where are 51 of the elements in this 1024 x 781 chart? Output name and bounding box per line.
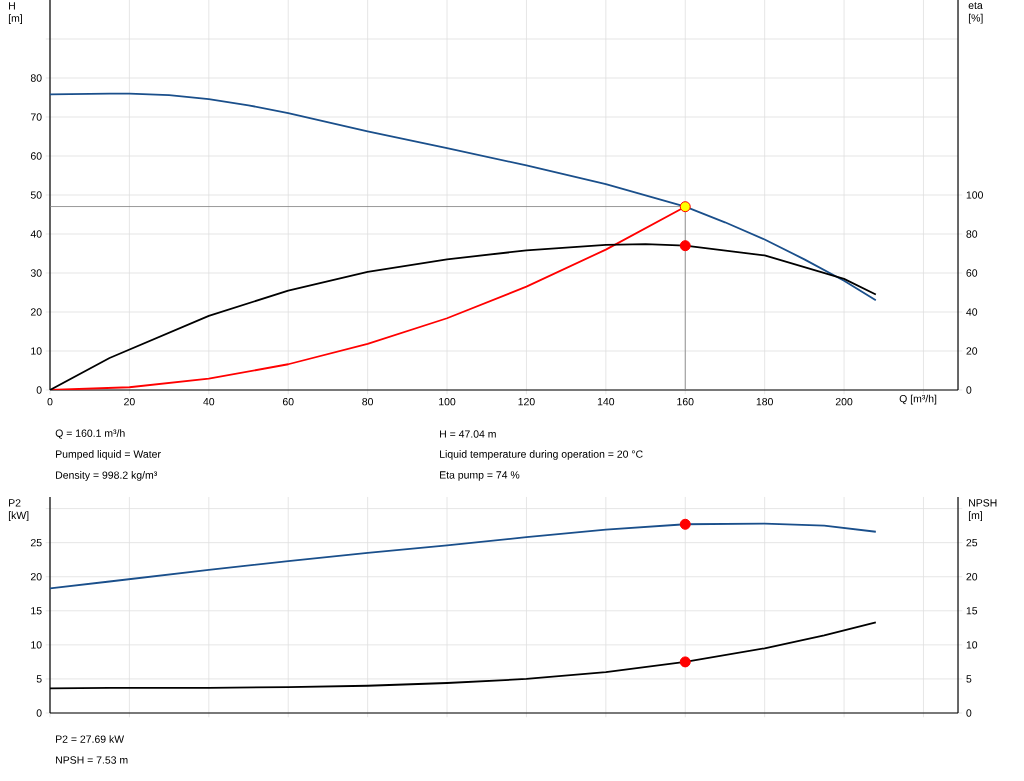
y2-tick-label: 5 [966, 675, 972, 683]
text: NPSH = 7.53 m [56, 756, 128, 764]
x-tick-label: 80 [362, 397, 374, 406]
y-tick-label: 70 [30, 113, 42, 121]
y-tick-label: 0 [36, 709, 42, 717]
x-tick-label: 0 [47, 397, 53, 406]
y2-tick-label: 0 [966, 386, 972, 394]
y-tick-label: 60 [30, 152, 42, 160]
x-tick-label: 20 [124, 397, 135, 406]
y2-tick-label: 40 [966, 308, 978, 316]
y2-tick-label: 10 [966, 641, 978, 649]
x-axis-title: Q [m³/h] [899, 394, 937, 405]
y2-tick-label: 25 [966, 538, 978, 547]
y2-tick-label: 60 [966, 269, 978, 277]
text: Density = 998.2 kg/m³ [56, 471, 158, 481]
y2-axis-title: eta [%] [968, 2, 983, 24]
y-tick-label: 30 [30, 269, 42, 277]
x-tick-label: 40 [203, 397, 215, 406]
x-tick-label: 120 [518, 397, 535, 406]
y2-tick-label: 100 [966, 191, 983, 199]
text: H = 47.04 m [440, 430, 496, 438]
x-tick-label: 100 [439, 397, 456, 406]
text: Pumped liquid = Water [56, 450, 161, 460]
y-tick-label: 20 [30, 308, 42, 316]
text: P2 = 27.69 kW [56, 735, 125, 743]
text: Q = 160.1 m³/h [55, 429, 125, 439]
x-tick-label: 60 [282, 397, 294, 406]
y-tick-label: 0 [36, 386, 42, 394]
x-tick-label: 140 [597, 397, 615, 406]
y2-tick-label: 20 [966, 347, 978, 355]
text: Liquid temperature during operation = 20 °C [440, 450, 643, 460]
x-tick-label: 160 [677, 397, 694, 406]
y2-tick-label: 15 [966, 607, 978, 615]
y-tick-label: 80 [30, 74, 42, 82]
y-tick-label: 50 [30, 191, 42, 199]
y2-axis-title: NPSH [m] [968, 499, 997, 522]
y-tick-label: 20 [30, 573, 42, 581]
x-tick-label: 180 [756, 397, 773, 406]
text: Eta pump = 74 % [440, 471, 520, 481]
y-tick-label: 10 [31, 347, 42, 355]
y2-tick-label: 20 [966, 573, 978, 581]
x-tick-label: 200 [835, 397, 853, 406]
y-axis-title: H [m] [8, 2, 22, 25]
y2-tick-label: 80 [966, 230, 978, 238]
y-tick-label: 40 [30, 230, 42, 238]
y-tick-label: 15 [31, 607, 42, 615]
y-tick-label: 25 [30, 538, 42, 547]
y-tick-label: 5 [36, 675, 42, 683]
y-tick-label: 10 [31, 641, 42, 649]
y2-tick-label: 0 [966, 709, 972, 717]
y-axis-title: P2 [kW] [8, 499, 29, 522]
